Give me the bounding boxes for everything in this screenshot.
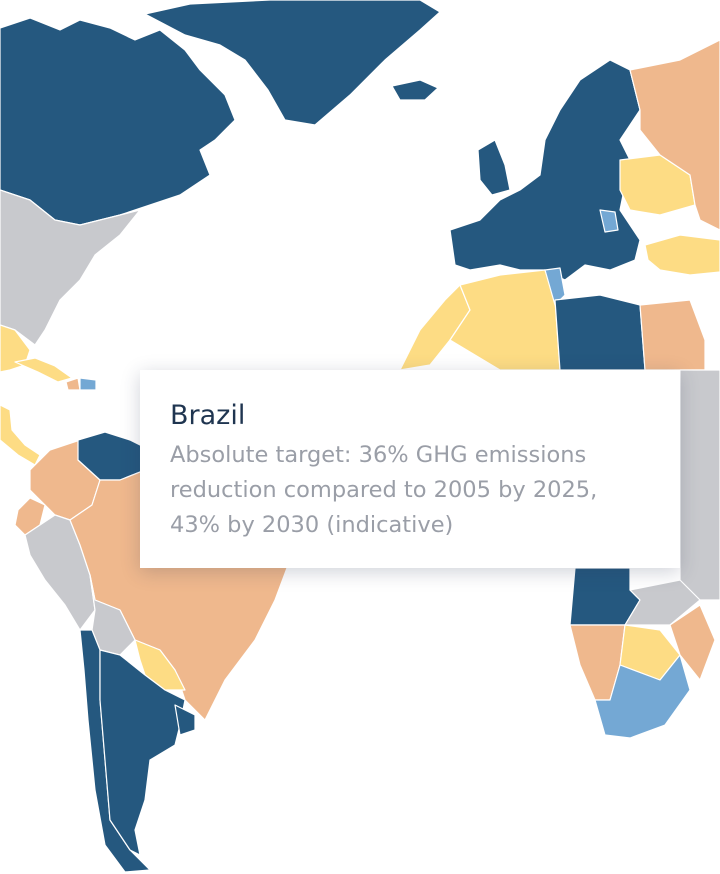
country-paraguay[interactable]: [134, 639, 186, 691]
tooltip-line: 43% by 2030 (indicative): [170, 512, 454, 539]
country-algeria[interactable]: [449, 269, 561, 371]
country-south-africa[interactable]: [594, 654, 691, 739]
country-mozambique[interactable]: [669, 604, 716, 681]
tooltip-line: reduction compared to 2005 by 2025,: [170, 477, 598, 504]
country-east-africa[interactable]: [679, 369, 720, 601]
country-haiti[interactable]: [65, 377, 81, 391]
country-dominican-republic[interactable]: [79, 377, 97, 391]
country-greenland[interactable]: [144, 0, 441, 126]
tooltip-line: Absolute target: 36% GHG emissions: [170, 442, 587, 469]
country-serbia[interactable]: [599, 209, 619, 233]
country-tunisia[interactable]: [544, 267, 566, 306]
country-cuba[interactable]: [14, 357, 73, 383]
country-argentina[interactable]: [99, 649, 186, 856]
tooltip-title: Brazil: [170, 400, 246, 431]
country-uk[interactable]: [477, 139, 511, 196]
country-turkey[interactable]: [644, 234, 720, 276]
country-tooltip: Brazil Absolute target: 36% GHG emission…: [140, 370, 680, 568]
country-usa[interactable]: [0, 189, 141, 346]
region-europe[interactable]: [449, 59, 641, 281]
country-uruguay[interactable]: [174, 704, 196, 736]
country-canada[interactable]: [0, 17, 236, 226]
tooltip-description: Absolute target: 36% GHG emissions reduc…: [170, 438, 650, 543]
country-central-america[interactable]: [0, 404, 41, 466]
country-libya[interactable]: [554, 294, 646, 371]
country-iceland[interactable]: [391, 79, 439, 101]
country-egypt[interactable]: [639, 299, 706, 371]
country-russia[interactable]: [629, 39, 720, 231]
